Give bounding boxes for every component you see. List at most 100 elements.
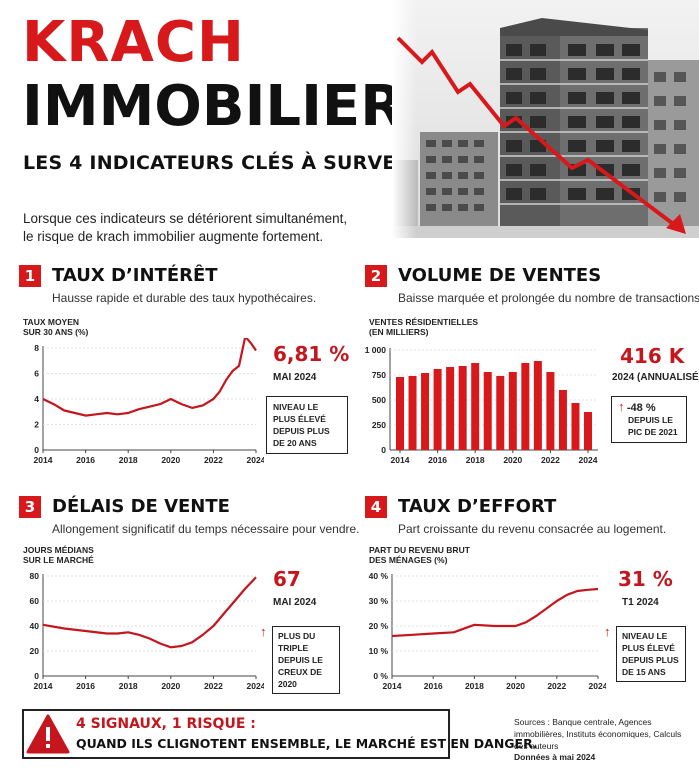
panel-4-note-text: NIVEAU LE PLUS ÉLEVÉ DEPUIS PLUS DE 15 A… <box>616 626 686 682</box>
panel-4-big-value: 31 % <box>618 567 673 591</box>
x-tick-label: 2020 <box>161 681 180 691</box>
warning-icon <box>26 714 70 754</box>
panel-1-title: TAUX D’INTÉRÊT <box>52 265 218 286</box>
panel-4-note: ↑ NIVEAU LE PLUS ÉLEVÉ DEPUIS PLUS DE 15… <box>604 622 692 686</box>
panel-1-ylabel-line-2: SUR 30 ANS (%) <box>23 327 89 337</box>
y-tick-label: 20 % <box>369 621 389 631</box>
bar <box>421 373 430 450</box>
sources-text: Sources : Banque centrale, Agences immob… <box>514 717 682 751</box>
panel-2-ylabel-line-1: VENTES RÉSIDENTIELLES <box>369 317 479 327</box>
panel-3-number-badge: 3 <box>19 496 41 518</box>
x-tick-label: 2022 <box>204 681 223 691</box>
x-tick-label: 2018 <box>119 455 138 465</box>
bar <box>458 366 467 450</box>
hero-buildings-falling-arrow-image <box>392 0 699 238</box>
panel-2-number-badge: 2 <box>365 265 387 287</box>
panel-1-number-badge: 1 <box>19 265 41 287</box>
panel-4-date: T1 2024 <box>622 597 659 608</box>
bar <box>496 376 505 450</box>
panel-2-date: 2024 (ANNUALISÉ) <box>612 372 699 383</box>
bar <box>533 361 542 450</box>
y-tick-label: 500 <box>372 395 386 405</box>
panel-2-ylabel-line-2: (EN MILLIERS) <box>369 327 429 337</box>
y-tick-label: 0 <box>34 671 39 681</box>
housing-cost-burden-chart: 0 % 10 % 20 % 30 % 40 % 2014 2016 2018 2020 2022 2… <box>369 571 606 691</box>
panel-2-note: ↑ -48 % DEPUIS LE PIC DE 2021 <box>611 396 687 443</box>
x-tick-label: 2018 <box>119 681 138 691</box>
bar <box>446 367 455 450</box>
panel-4-title: TAUX D’EFFORT <box>398 496 557 517</box>
bar <box>546 372 555 450</box>
panel-1-description: Hausse rapide et durable des taux hypoth… <box>52 291 317 305</box>
bar <box>508 372 517 450</box>
panel-1-date: MAI 2024 <box>273 372 317 383</box>
panel-2-title: VOLUME DE VENTES <box>398 265 602 286</box>
panel-3-ylabel-line-1: JOURS MÉDIANS <box>23 545 94 555</box>
x-tick-label: 2022 <box>541 455 560 465</box>
x-tick-label: 2016 <box>428 455 447 465</box>
alert-box: 4 SIGNAUX, 1 RISQUE : QUAND ILS CLIGNOTE… <box>22 709 538 759</box>
panel-3-date: MAI 2024 <box>273 597 317 608</box>
days-on-market-chart: 0 20 40 60 80 2014 2016 2018 2020 2022 2024 <box>30 571 264 691</box>
series-line <box>391 587 599 638</box>
x-tick-label: 2016 <box>76 455 95 465</box>
x-tick-label: 2016 <box>76 681 95 691</box>
title-krach: KRACH <box>22 10 245 75</box>
bar <box>558 390 567 450</box>
panel-2-description: Baisse marquée et prolongée du nombre de… <box>398 291 699 305</box>
y-tick-label: 60 <box>30 596 40 606</box>
bar <box>433 369 442 450</box>
series-line <box>42 576 257 649</box>
title-immobilier: IMMOBILIER <box>22 74 404 139</box>
panel-1-ylabel: TAUX MOYEN SUR 30 ANS (%) <box>23 317 88 337</box>
bar <box>483 372 492 450</box>
y-tick-label: 40 % <box>369 571 389 581</box>
panel-3-ylabel: JOURS MÉDIANS SUR LE MARCHÉ <box>23 545 94 565</box>
bar <box>471 363 480 450</box>
x-tick-label: 2014 <box>391 455 410 465</box>
y-tick-label: 10 % <box>369 646 389 656</box>
sales-volume-chart: 0 250 500 750 1 000 2014 2016 2018 2020 2022 2024 <box>365 345 598 465</box>
panel-3-note-text: PLUS DU TRIPLE DEPUIS LE CREUX DE 2020 <box>272 626 340 694</box>
panel-4-ylabel: PART DU REVENU BRUT DES MÉNAGES (%) <box>369 545 470 565</box>
x-tick-label: 2014 <box>383 681 402 691</box>
x-tick-label: 2016 <box>424 681 443 691</box>
x-tick-label: 2024 <box>247 681 264 691</box>
panel-3-ylabel-line-2: SUR LE MARCHÉ <box>23 555 94 565</box>
interest-rate-chart: 0 2 4 6 8 2014 2016 2018 2020 2022 2024 <box>34 338 264 465</box>
y-tick-label: 2 <box>34 420 39 430</box>
x-tick-label: 2018 <box>465 681 484 691</box>
intro-line-2: le risque de krach immobilier augmente f… <box>23 229 324 244</box>
x-tick-label: 2014 <box>34 681 53 691</box>
y-tick-label: 250 <box>372 420 386 430</box>
panel-4-description: Part croissante du revenu consacrée au l… <box>398 522 667 536</box>
panel-2-big-value: 416 K <box>620 344 685 368</box>
bar <box>408 376 417 450</box>
y-tick-label: 0 <box>34 445 39 455</box>
panel-2-note-value: -48 % <box>626 402 656 414</box>
bar <box>396 377 404 450</box>
x-tick-label: 2020 <box>506 681 525 691</box>
panel-2-ylabel: VENTES RÉSIDENTIELLES (EN MILLIERS) <box>369 317 478 337</box>
panel-1-big-value: 6,81 % <box>273 342 350 366</box>
y-tick-label: 0 <box>381 445 386 455</box>
panel-1-ylabel-line-1: TAUX MOYEN <box>23 317 80 327</box>
intro-line-1: Lorsque ces indicateurs se détériorent s… <box>23 211 348 226</box>
intro-text: Lorsque ces indicateurs se détériorent s… <box>23 210 393 246</box>
y-tick-label: 20 <box>30 646 40 656</box>
y-tick-label: 750 <box>372 370 386 380</box>
page-subtitle: LES 4 INDICATEURS CLÉS À SURVEILLER <box>23 152 456 174</box>
alert-line-1: 4 SIGNAUX, 1 RISQUE : <box>76 716 256 732</box>
up-arrow-icon: ↑ <box>604 624 611 639</box>
x-tick-label: 2022 <box>547 681 566 691</box>
panel-4-number-badge: 4 <box>365 496 387 518</box>
panel-3-big-value: 67 <box>273 567 301 591</box>
x-tick-label: 2020 <box>503 455 522 465</box>
y-tick-label: 80 <box>30 571 40 581</box>
panel-3-note: ↑ PLUS DU TRIPLE DEPUIS LE CREUX DE 2020 <box>260 622 346 698</box>
panel-4-ylabel-line-1: PART DU REVENU BRUT <box>369 545 470 555</box>
y-tick-label: 4 <box>34 394 39 404</box>
y-tick-label: 0 % <box>373 671 388 681</box>
x-tick-label: 2014 <box>34 455 53 465</box>
y-tick-label: 8 <box>34 343 39 353</box>
